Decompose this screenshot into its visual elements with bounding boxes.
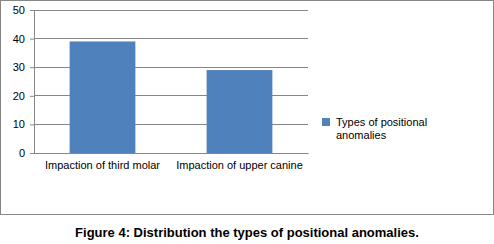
x-tick: Impaction of upper canine: [176, 153, 303, 171]
chart: 01020304050Impaction of third molarImpac…: [0, 0, 494, 244]
bar: [207, 70, 273, 153]
y-tick: 0: [19, 147, 34, 159]
y-tick-label: 10: [13, 118, 25, 130]
x-axis: Impaction of third molar Impaction of upp…: [35, 153, 309, 171]
y-tick-mark: [30, 10, 34, 11]
bar: [70, 41, 136, 153]
y-tick-label: 40: [13, 33, 25, 45]
legend-item: Types of positionalanomalies: [322, 116, 427, 141]
legend-label: Types of positionalanomalies: [336, 116, 427, 141]
grid-line: [34, 38, 308, 39]
x-tick: Impaction of third molar: [45, 153, 160, 171]
grid: [34, 10, 308, 153]
y-tick: 10: [13, 118, 34, 130]
y-tick: 20: [13, 90, 34, 102]
legend-swatch: [322, 118, 330, 126]
caption: Figure 4: Distribution the types of posi…: [75, 225, 419, 240]
y-tick-mark: [30, 39, 34, 40]
y-tick-label: 20: [13, 90, 25, 102]
x-tick-label: Impaction of third molar: [45, 159, 160, 171]
y-tick-mark: [30, 153, 34, 154]
y-axis: 0 10 20 30 40 50: [13, 4, 35, 159]
y-tick-mark: [30, 96, 34, 97]
y-tick-label: 50: [13, 4, 25, 16]
legend: Types of positionalanomalies: [322, 116, 427, 141]
grid-line: [34, 10, 308, 11]
plot-area: [70, 41, 273, 153]
y-tick-mark: [30, 124, 34, 125]
y-tick: 40: [13, 33, 34, 45]
y-tick: 50: [13, 4, 34, 16]
y-tick-label: 0: [19, 147, 25, 159]
y-tick-mark: [30, 67, 34, 68]
bar-series: [70, 41, 273, 153]
y-tick-label: 30: [13, 61, 25, 73]
y-tick: 30: [13, 61, 34, 73]
x-axis-line: [35, 153, 309, 154]
x-tick-label: Impaction of upper canine: [176, 159, 303, 171]
chart-frame: [1, 1, 494, 215]
y-axis-line: [30, 11, 35, 154]
